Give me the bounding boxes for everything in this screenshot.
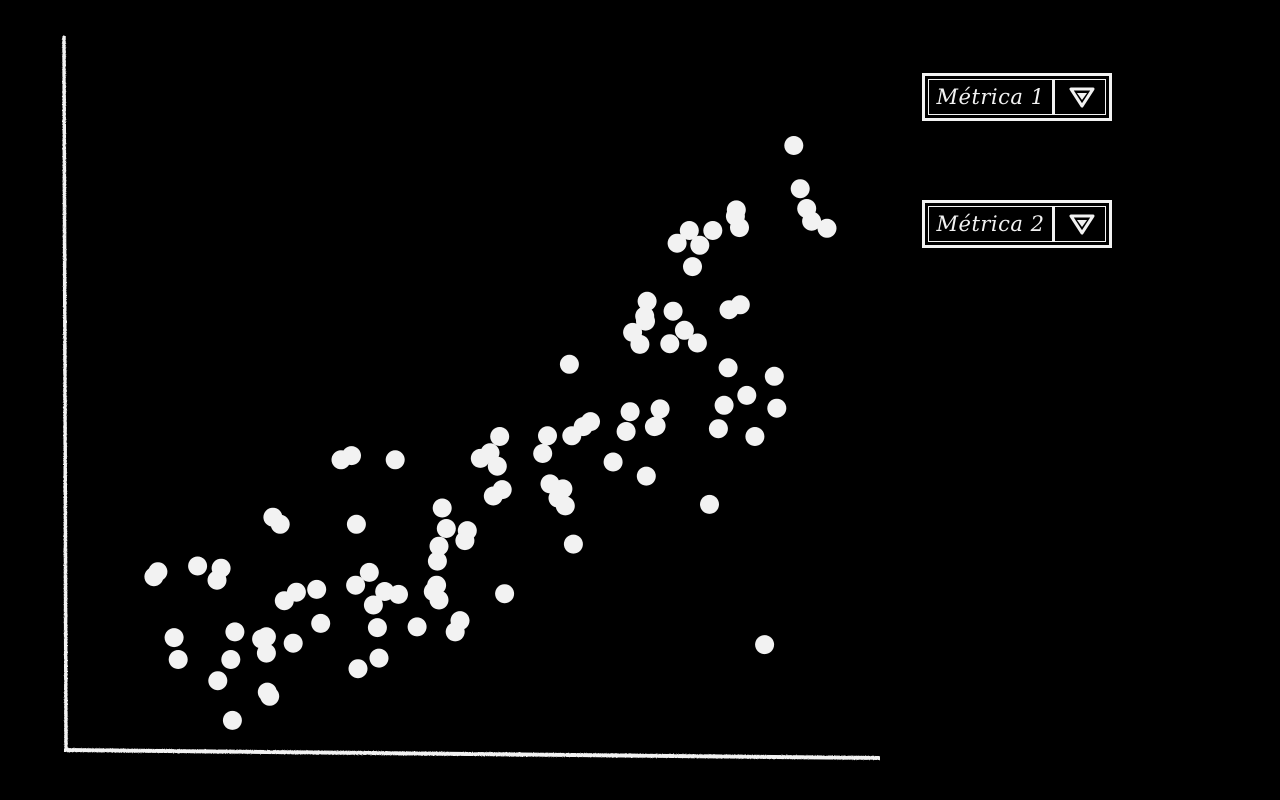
data-point (222, 710, 242, 730)
data-point (148, 562, 168, 582)
data-point (730, 218, 749, 238)
data-point (492, 480, 512, 500)
data-point (208, 671, 228, 691)
data-point (718, 358, 738, 378)
data-point (630, 334, 650, 354)
data-point (660, 334, 680, 354)
data-point (164, 628, 184, 648)
data-point (211, 558, 231, 578)
data-point (790, 179, 810, 199)
data-point (495, 584, 515, 604)
data-point (348, 659, 368, 679)
data-point (737, 385, 757, 405)
data-point (687, 333, 707, 353)
data-point (784, 136, 804, 155)
metric-2-label: Métrica 2 (936, 212, 1045, 236)
data-point (450, 611, 470, 631)
data-point (311, 613, 331, 633)
data-point (225, 622, 245, 642)
data-point (767, 398, 787, 418)
data-point (457, 521, 477, 541)
data-point (490, 427, 510, 446)
data-point (679, 221, 699, 240)
data-point (436, 519, 456, 538)
data-point (703, 221, 723, 240)
data-point (429, 590, 449, 610)
data-point (346, 575, 366, 595)
data-point (346, 514, 366, 534)
data-point (559, 354, 579, 374)
data-point (667, 233, 687, 253)
chevron-down-icon[interactable] (1055, 76, 1109, 118)
data-point (650, 399, 670, 419)
data-point (817, 218, 837, 238)
data-point (581, 412, 600, 432)
data-point (283, 633, 303, 653)
data-point (745, 427, 765, 446)
data-point (168, 650, 188, 669)
data-point (286, 582, 306, 602)
data-point (802, 211, 822, 231)
data-point (270, 514, 290, 534)
data-point (755, 635, 775, 655)
data-point (260, 686, 280, 706)
data-point (385, 450, 405, 470)
data-point (429, 536, 449, 556)
data-point (538, 426, 557, 446)
data-point (427, 551, 447, 571)
y-axis (62, 35, 68, 751)
data-point (730, 295, 750, 315)
data-point (188, 556, 208, 576)
data-point (690, 235, 710, 255)
data-point (389, 584, 408, 604)
chevron-down-icon[interactable] (1055, 203, 1109, 245)
data-point (367, 618, 387, 638)
data-point (714, 395, 734, 415)
data-point (363, 595, 383, 615)
data-point (487, 456, 507, 476)
data-point (764, 366, 784, 386)
data-point (369, 648, 389, 668)
data-point (636, 466, 656, 486)
data-point (616, 422, 636, 441)
data-point (620, 402, 640, 422)
data-point (636, 311, 655, 331)
data-point (256, 627, 276, 647)
data-point (533, 444, 553, 463)
data-point (603, 452, 623, 472)
data-point (555, 496, 575, 516)
data-point (307, 579, 327, 599)
data-point (637, 291, 657, 311)
metric-2-dropdown[interactable]: Métrica 2 (922, 200, 1112, 248)
data-point (407, 617, 427, 637)
metric-1-label: Métrica 1 (936, 85, 1045, 109)
scatter-chart (62, 35, 881, 760)
data-point (427, 575, 447, 595)
data-point (553, 479, 573, 499)
data-point (700, 494, 719, 514)
data-point (256, 643, 276, 663)
data-point (646, 416, 666, 436)
data-point (726, 200, 746, 220)
data-point (563, 534, 583, 554)
data-point (359, 562, 379, 582)
data-point (674, 320, 694, 340)
dropdown-divider (1052, 206, 1055, 242)
data-point (683, 257, 702, 277)
x-axis (63, 748, 881, 760)
data-point (221, 650, 241, 669)
data-point (432, 498, 452, 518)
data-point (708, 419, 728, 439)
dropdown-divider (1052, 79, 1055, 115)
metric-1-dropdown[interactable]: Métrica 1 (922, 73, 1112, 121)
data-point (663, 301, 683, 321)
data-point (342, 446, 361, 466)
